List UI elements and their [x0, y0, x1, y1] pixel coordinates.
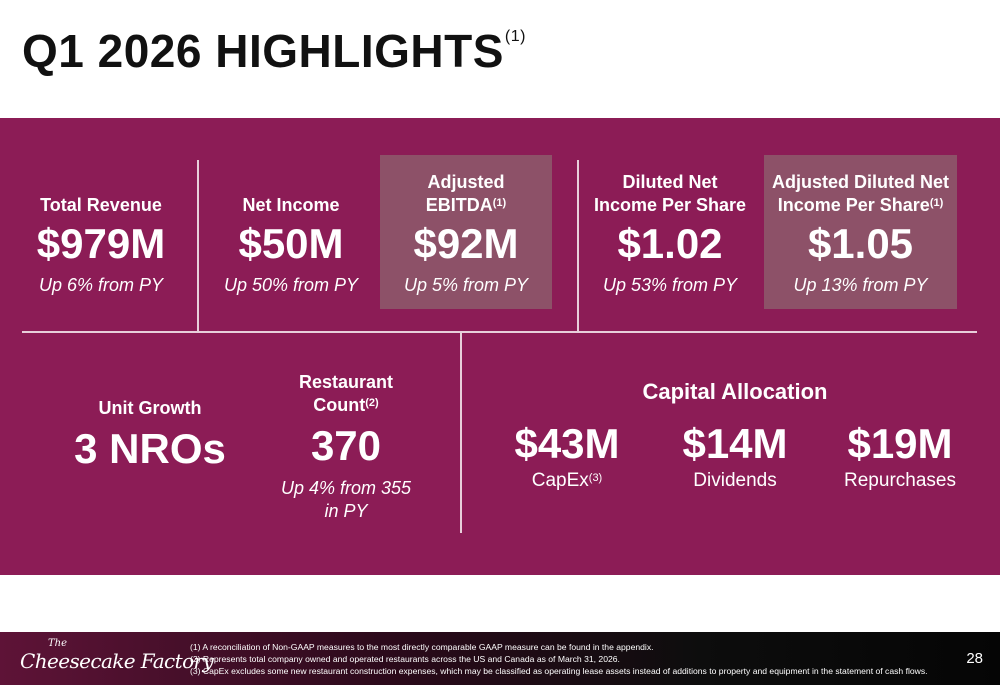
metric-label-line1: Restaurant — [298, 372, 394, 392]
capital-item-repurchases: $19M Repurchases — [830, 333, 970, 533]
metric-value: $1.02 — [617, 220, 723, 267]
metric-value: 3 NROs — [74, 425, 226, 472]
metric-change: Up 13% from PY — [793, 275, 928, 295]
metric-adjusted-ebitda: Adjusted EBITDA(1) $92M Up 5% from PY — [380, 118, 552, 328]
metric-label-line2: Income Per Share(1) — [777, 195, 944, 215]
capital-allocation: Capital Allocation $43M CapEx(3) $14M Di… — [500, 333, 970, 533]
metric-unit-growth: Unit Growth 3 NROs — [40, 333, 260, 533]
divider-horizontal — [22, 331, 977, 333]
footnote-2: (2) Represents total company owned and o… — [190, 654, 620, 664]
metric-label: Unit Growth — [98, 398, 202, 418]
metric-change-line2: in PY — [324, 501, 368, 521]
capital-item-dividends: $14M Dividends — [668, 333, 802, 533]
capital-item-label: CapEx(3) — [531, 470, 603, 491]
capital-allocation-heading: Capital Allocation — [642, 379, 828, 404]
highlight-box-adjusted-eps — [764, 155, 957, 309]
capital-item-label: Dividends — [693, 470, 777, 491]
page-title-text: Q1 2026 HIGHLIGHTS — [22, 25, 504, 77]
capital-item-label: Repurchases — [844, 470, 956, 491]
footnote-marker: (1) — [929, 197, 944, 209]
metric-label-line1: Diluted Net — [622, 172, 718, 192]
capital-item-capex: $43M CapEx(3) — [500, 333, 634, 533]
divider-vertical-2 — [577, 160, 579, 332]
metric-restaurant-count: Restaurant Count(2) 370 Up 4% from 355 i… — [250, 333, 442, 533]
metric-label-line1: Adjusted — [427, 172, 505, 192]
metric-label: Total Revenue — [40, 195, 162, 215]
metric-value: $979M — [36, 220, 166, 267]
metric-value: $50M — [238, 220, 344, 267]
metric-diluted-eps: Diluted Net Income Per Share $1.02 Up 53… — [585, 118, 755, 328]
highlight-box-ebitda — [380, 155, 552, 309]
capital-item-value: $43M — [514, 420, 620, 467]
metric-change-line1: Up 4% from 355 — [280, 478, 412, 498]
highlights-panel: Total Revenue $979M Up 6% from PY Net In… — [0, 118, 1000, 575]
metric-change: Up 53% from PY — [602, 275, 738, 295]
metric-value: $92M — [413, 220, 519, 267]
metric-change: Up 6% from PY — [38, 275, 164, 295]
metric-label: Net Income — [242, 195, 340, 215]
metric-total-revenue: Total Revenue $979M Up 6% from PY — [20, 118, 182, 328]
page-title: Q1 2026 HIGHLIGHTS(1) — [22, 24, 525, 78]
footnote-3: (3) CapEx excludes some new restaurant c… — [190, 666, 928, 676]
metric-adjusted-diluted-eps: Adjusted Diluted Net Income Per Share(1)… — [764, 118, 957, 328]
footnotes: (1) A reconciliation of Non-GAAP measure… — [190, 641, 928, 677]
footnote-marker: (3) — [588, 472, 603, 484]
metric-label-line2: Income Per Share — [593, 195, 747, 215]
metric-label-line1: Adjusted Diluted Net — [771, 172, 949, 192]
footnote-marker: (1) — [492, 197, 507, 209]
metric-value: 370 — [310, 422, 382, 469]
metric-value: $1.05 — [807, 220, 914, 267]
metric-label-line2: Count(2) — [313, 395, 379, 415]
footer: The Cheesecake Factory (1) A reconciliat… — [0, 632, 1000, 685]
title-footnote: (1) — [504, 28, 526, 45]
logo-name: Cheesecake Factory — [20, 649, 214, 673]
capital-item-value: $14M — [682, 420, 788, 467]
divider-vertical-3 — [460, 333, 462, 533]
logo-the: The — [48, 638, 68, 649]
metric-change: Up 5% from PY — [403, 275, 529, 295]
metric-change: Up 50% from PY — [223, 275, 359, 295]
page-number: 28 — [966, 650, 983, 667]
footnote-1: (1) A reconciliation of Non-GAAP measure… — [190, 642, 654, 652]
metric-net-income: Net Income $50M Up 50% from PY — [208, 118, 374, 328]
footnote-marker: (2) — [365, 397, 379, 409]
capital-item-value: $19M — [847, 420, 953, 467]
divider-vertical-1 — [197, 160, 199, 332]
company-logo: The Cheesecake Factory — [18, 638, 214, 676]
metric-label-line2: EBITDA(1) — [425, 195, 507, 215]
